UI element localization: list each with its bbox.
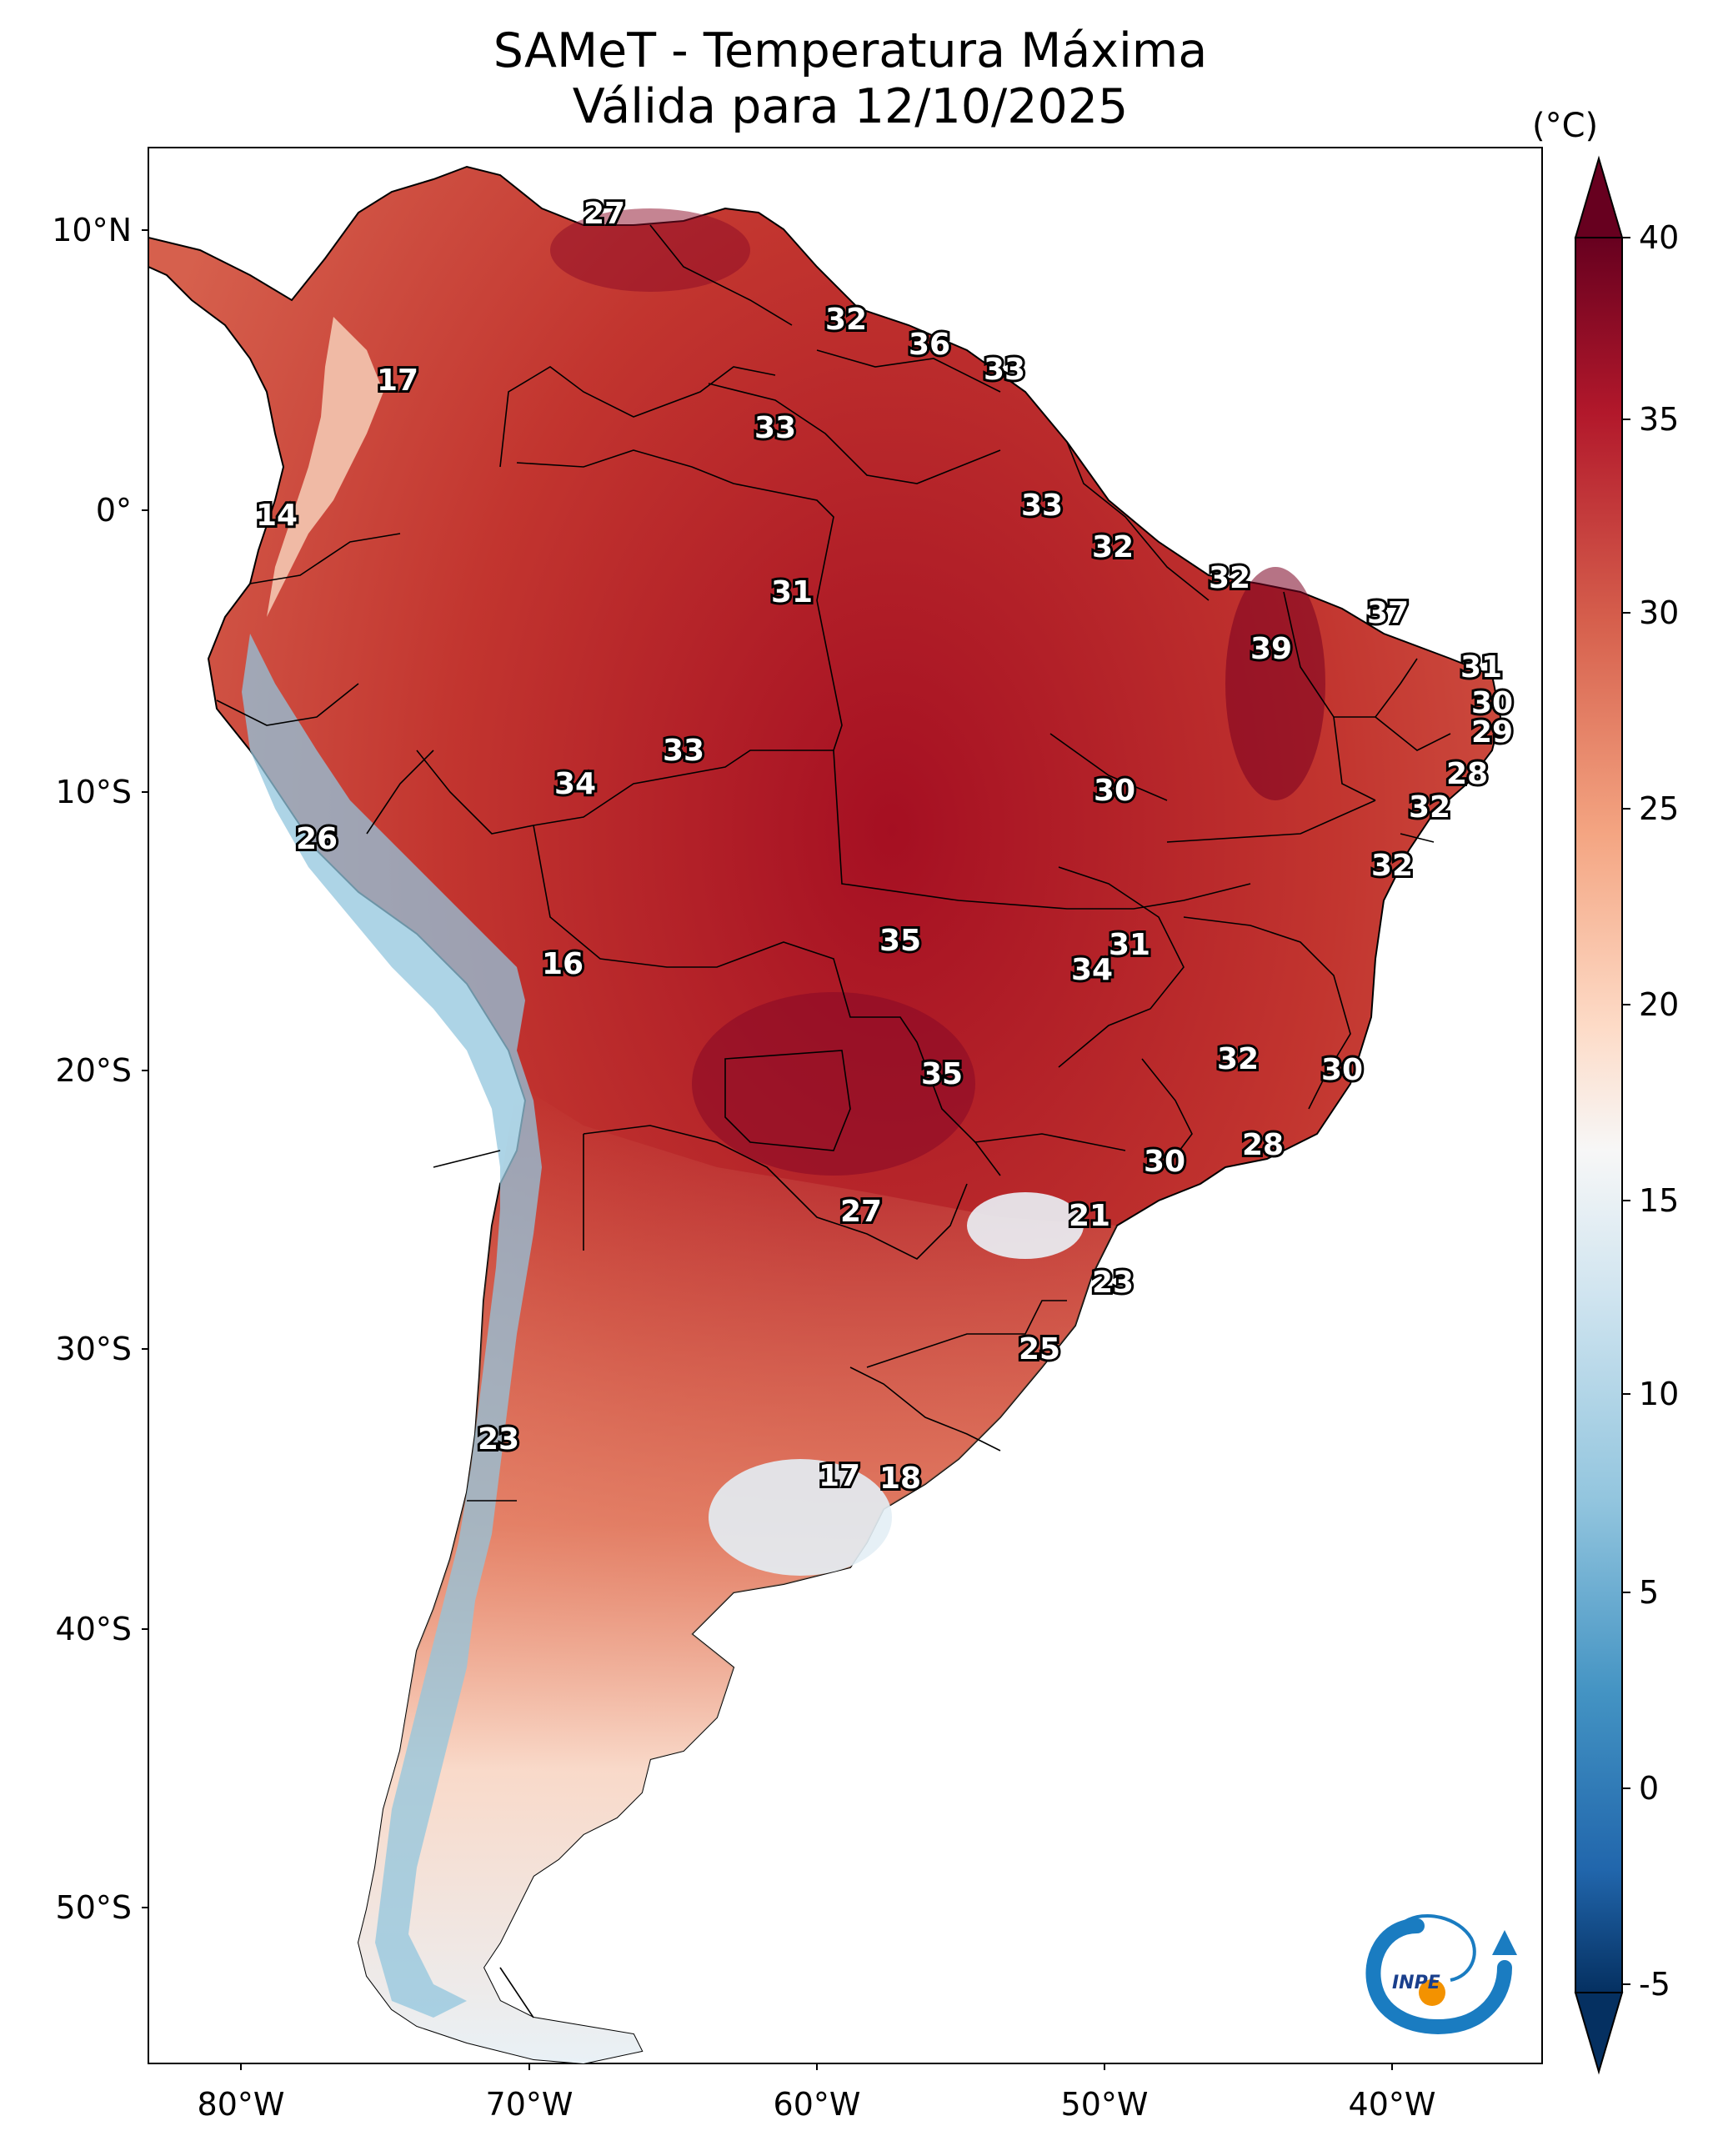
inpe-logo: INPE bbox=[1365, 1913, 1517, 2034]
temp-label: 33 bbox=[663, 734, 704, 768]
temp-label: 18 bbox=[879, 1462, 921, 1496]
temp-label: 31 bbox=[1460, 650, 1502, 684]
inpe-logo-orbit bbox=[1403, 1913, 1476, 1982]
colorbar-tick: 15 bbox=[1639, 1182, 1680, 1219]
temp-label: 33 bbox=[754, 411, 796, 445]
temp-label: 35 bbox=[921, 1057, 963, 1091]
temp-label: 30 bbox=[1321, 1053, 1363, 1087]
temp-label: 27 bbox=[840, 1195, 882, 1229]
pampas-cool-area bbox=[709, 1459, 892, 1576]
temp-label: 30 bbox=[1471, 686, 1513, 720]
inpe-logo-sun bbox=[1419, 1979, 1445, 2006]
inpe-logo-text: INPE bbox=[1392, 1973, 1440, 1993]
colorbar-tick: 0 bbox=[1639, 1770, 1660, 1807]
inpe-logo-arc bbox=[1365, 1918, 1512, 2034]
temp-label: 35 bbox=[879, 924, 921, 958]
temp-label: 32 bbox=[1217, 1042, 1259, 1076]
temp-label: 30 bbox=[1094, 774, 1135, 808]
figure-subtitle: Válida para 12/10/2025 bbox=[572, 79, 1129, 134]
temp-label: 31 bbox=[1109, 928, 1150, 962]
temp-label: 23 bbox=[1092, 1266, 1134, 1300]
lat-label: 0° bbox=[95, 492, 132, 529]
temp-label: 17 bbox=[819, 1459, 860, 1493]
lon-label: 40°W bbox=[1348, 2086, 1436, 2123]
temp-label: 32 bbox=[825, 303, 867, 337]
temp-label: 23 bbox=[478, 1422, 519, 1457]
parana-cool-area bbox=[967, 1192, 1084, 1259]
temp-label: 32 bbox=[1092, 530, 1134, 564]
temp-label: 14 bbox=[256, 499, 298, 533]
figure-title: SAMeT - Temperatura Máxima bbox=[493, 23, 1208, 78]
temp-label: 39 bbox=[1250, 632, 1292, 666]
lon-label: 50°W bbox=[1060, 2086, 1149, 2123]
colorbar-top-extension bbox=[1574, 155, 1624, 238]
lat-label: 40°S bbox=[55, 1611, 132, 1647]
lon-label: 80°W bbox=[197, 2086, 285, 2123]
colorbar-tick: 20 bbox=[1639, 986, 1680, 1023]
temp-label: 33 bbox=[1021, 489, 1063, 523]
temp-label: 16 bbox=[542, 947, 584, 981]
lat-label: 10°N bbox=[52, 212, 132, 248]
temp-label: 31 bbox=[771, 575, 813, 609]
country-borders bbox=[216, 224, 1451, 2018]
andes-cold-band bbox=[242, 634, 542, 2018]
axis-ticks bbox=[142, 229, 1393, 2070]
southern-cooling-overlay bbox=[358, 1084, 1117, 2063]
colorbar-tick: 25 bbox=[1639, 790, 1680, 827]
colorbar-unit: (°C) bbox=[1532, 107, 1599, 145]
colorbar-tick: 10 bbox=[1639, 1376, 1680, 1412]
lat-label: 20°S bbox=[55, 1052, 132, 1089]
temp-label: 32 bbox=[1209, 561, 1250, 595]
colorbar-tick: 5 bbox=[1639, 1574, 1660, 1611]
hot-core-northeast bbox=[1225, 567, 1325, 800]
temperature-labels: 27 17 32 36 33 33 14 33 31 32 32 37 39 3… bbox=[253, 194, 1515, 1498]
lon-label: 60°W bbox=[773, 2086, 861, 2123]
hot-core-pantanal bbox=[692, 992, 975, 1176]
colorbar-tick: 35 bbox=[1639, 401, 1680, 438]
temp-label: 25 bbox=[1019, 1332, 1060, 1366]
temp-label: 32 bbox=[1371, 849, 1413, 883]
lat-label: 30°S bbox=[55, 1331, 132, 1367]
temp-label: 34 bbox=[1071, 953, 1113, 987]
colorbar-gradient bbox=[1575, 237, 1623, 1993]
colorbar-tick: 40 bbox=[1639, 219, 1680, 256]
temp-label: 27 bbox=[584, 197, 625, 231]
temp-label: 30 bbox=[1144, 1145, 1185, 1179]
colorbar-tick: 30 bbox=[1639, 594, 1680, 631]
temp-label: 33 bbox=[984, 353, 1025, 387]
temp-label: 29 bbox=[1471, 715, 1513, 750]
temp-label: 36 bbox=[909, 328, 950, 362]
lat-label: 10°S bbox=[55, 774, 132, 810]
lon-label: 70°W bbox=[485, 2086, 573, 2123]
temp-label: 28 bbox=[1242, 1128, 1284, 1162]
temp-label: 37 bbox=[1367, 596, 1409, 630]
temp-label: 32 bbox=[1409, 790, 1450, 825]
temp-label: 17 bbox=[377, 364, 418, 398]
colorbar-tick: -5 bbox=[1639, 1966, 1670, 2003]
hot-core-venezuela bbox=[550, 208, 750, 292]
inpe-logo-arrowhead bbox=[1492, 1930, 1517, 1955]
lat-label: 50°S bbox=[55, 1889, 132, 1926]
temp-label: 26 bbox=[296, 822, 338, 856]
colombia-cold-band bbox=[267, 317, 383, 617]
colorbar-bottom-extension bbox=[1574, 1992, 1624, 2075]
temp-label: 34 bbox=[554, 767, 596, 801]
colorbar bbox=[1574, 155, 1630, 2075]
temp-label: 28 bbox=[1446, 757, 1488, 791]
temp-label: 21 bbox=[1069, 1199, 1110, 1233]
